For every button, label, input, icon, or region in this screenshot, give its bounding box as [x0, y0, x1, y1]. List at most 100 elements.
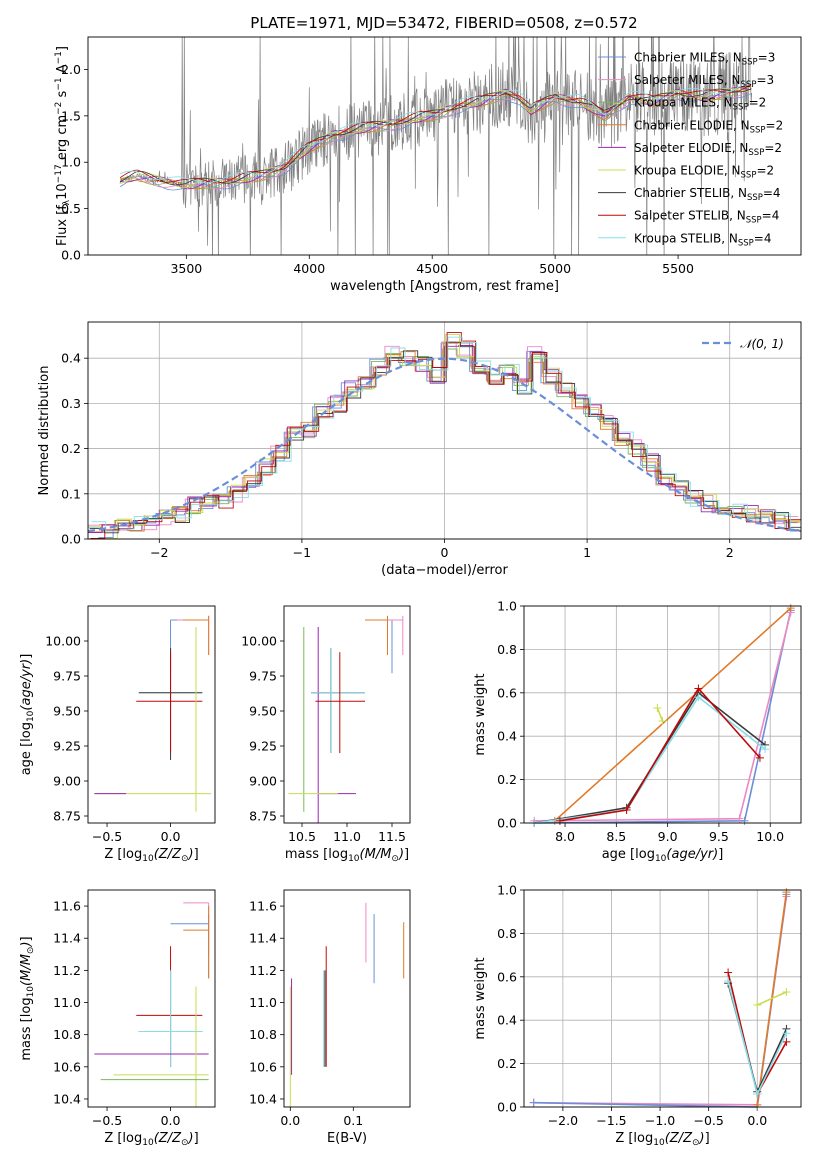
y-tick-label: 9.00 [53, 774, 81, 789]
text-part: ] [19, 654, 34, 659]
x-tick-label: 8.5 [606, 829, 626, 844]
legend-label-normal: 𝒩(0, 1) [740, 337, 784, 351]
y-tick-label: 9.50 [249, 704, 277, 719]
y-tick-label: 0.0 [497, 816, 517, 831]
x-tick-label: 9.0 [658, 829, 678, 844]
x-tick-label: −2 [150, 545, 168, 560]
text-part: ] [404, 847, 409, 862]
x-tick-label: 2 [726, 545, 734, 560]
weight-marker-salpeter-miles [735, 814, 744, 823]
text-part: ] [19, 936, 34, 941]
weight-line-kroupa-elodie [756, 991, 787, 1006]
x-tick-label: −2.0 [548, 1113, 578, 1128]
x-tick-label: −1.0 [645, 1113, 675, 1128]
text-part: Z/Z [158, 1131, 182, 1146]
x-tick-label: 11.5 [378, 829, 406, 844]
text-part: Chabrier ELODIE, N [634, 118, 750, 132]
axes-frame [87, 889, 216, 1108]
subscript: SSP [741, 80, 757, 90]
x-tick-label: 0.0 [747, 1113, 767, 1128]
text-part: Salpeter ELODIE, N [634, 141, 748, 155]
weight-marker-chabrier-miles [740, 816, 749, 825]
y-tick-label: 9.25 [249, 739, 277, 754]
text-part: M/M [19, 954, 34, 981]
text-part: Z [log [615, 1131, 653, 1146]
text-part: ( [19, 705, 34, 711]
y-axis-label: mass [log10(M/M⊙)] [19, 936, 36, 1060]
x-tick-label: 0.0 [161, 1113, 181, 1128]
weight-marker-chabrier-miles [529, 1098, 538, 1107]
text-part: ] [194, 1131, 199, 1146]
y-tick-label: 11.2 [249, 963, 277, 978]
subscript: ⊙ [26, 947, 36, 955]
text-part: =2 [764, 141, 782, 155]
figure-title: PLATE=1971, MJD=53472, FIBERID=0508, z=0… [250, 14, 637, 32]
y-tick-label: 0.4 [61, 351, 81, 366]
y-tick-label: 1.0 [497, 599, 517, 614]
weight-vs-age-panel: 8.0 8.5 9.0 9.5 10.0 0.0 0.2 0.4 0.6 0.8 1.0 age [l… [473, 599, 802, 864]
y-tick-label: 11.0 [249, 995, 277, 1010]
text-part: Z [log [104, 1131, 142, 1146]
text-part: ] [194, 847, 199, 862]
y-tick-label: 9.25 [53, 739, 81, 754]
superscript: −2 [54, 102, 64, 115]
histogram-salpeter-elodie [88, 345, 801, 533]
subscript: ⊙ [391, 854, 399, 864]
text-part: =2 [756, 164, 774, 178]
weight-marker-salpeter-stelib [724, 968, 733, 977]
weight-line-chabrier-stelib [534, 691, 766, 824]
axes-frame [87, 605, 216, 824]
text-part: Kroupa ELODIE, N [634, 164, 741, 178]
subscript: SSP [733, 103, 749, 113]
weight-marker-kroupa-stelib [724, 977, 733, 986]
y-tick-label: 10.00 [241, 634, 277, 649]
weight-marker-salpeter-stelib [555, 816, 564, 825]
y-tick-label: 10.4 [53, 1091, 81, 1106]
x-tick-label: 11.0 [333, 829, 361, 844]
text-part: =4 [754, 231, 772, 245]
model-salpeter-elodie-line [119, 87, 752, 190]
histogram-salpeter-stelib [90, 332, 801, 539]
y-tick-label: 0.8 [497, 642, 517, 657]
subscript: 10 [655, 854, 667, 864]
histogram-chabrier-stelib [89, 341, 801, 534]
y-axis-label: Normed distribution [37, 366, 52, 496]
weight-marker-kroupa-elodie [653, 703, 662, 712]
text-part: Salpeter MILES, N [634, 73, 741, 87]
weight-marker-chabrier-elodie [753, 1100, 762, 1109]
legend-label: Chabrier MILES, NSSP=3 [634, 51, 775, 68]
text-part: ) [398, 847, 404, 862]
x-tick-label: 4000 [293, 261, 325, 276]
y-tick-label: 0.2 [497, 1056, 517, 1071]
y-tick-label: 8.75 [249, 809, 277, 824]
weight-marker-kroupa-stelib [782, 1029, 791, 1038]
subscript: 10 [26, 986, 36, 998]
text-part: ( [154, 847, 160, 862]
weight-vs-metallicity-panel: −2.0 −1.5 −1.0 −0.5 0.0 0.0 0.2 0.4 0.6 0.8 1.0 Z [… [473, 883, 802, 1148]
x-tick-label: 5000 [539, 261, 571, 276]
axes-frame [87, 36, 802, 256]
y-tick-label: 0.4 [497, 1013, 517, 1028]
y-axis-label: Flux [fλ10−17 erg cm−2 s−1 A−1] [54, 46, 72, 246]
spectrum-panel: 3500 4000 4500 5000 5500 0.0 0.5 1.0 1.5 2.0 wavel… [54, 36, 802, 294]
text-part: Chabrier MILES, N [634, 51, 742, 65]
x-tick-label: 8.0 [555, 829, 575, 844]
axes-frame [283, 605, 411, 824]
y-axis-label: mass weight [473, 957, 488, 1039]
subscript: SSP [741, 171, 757, 181]
y-tick-label: 0.6 [497, 685, 517, 700]
text-part: Z/Z [158, 847, 182, 862]
x-tick-label: −1.5 [596, 1113, 626, 1128]
subscript: SSP [748, 148, 764, 158]
x-tick-label: 1 [583, 545, 591, 560]
subscript: λ [62, 199, 72, 205]
x-tick-label: 0.1 [343, 1113, 363, 1128]
y-tick-label: 10.6 [53, 1059, 81, 1074]
y-tick-label: 11.6 [53, 899, 81, 914]
weight-line-kroupa-elodie [656, 707, 664, 722]
y-tick-label: 11.4 [53, 931, 81, 946]
mass-vs-metallicity-panel: −0.5 0.0 10.4 10.6 10.8 11.0 11.2 11.4 11.6 Z [lo… [19, 889, 216, 1148]
y-tick-label: 0.0 [61, 532, 81, 547]
histograms [88, 332, 801, 539]
weight-marker-salpeter-stelib [694, 684, 703, 693]
